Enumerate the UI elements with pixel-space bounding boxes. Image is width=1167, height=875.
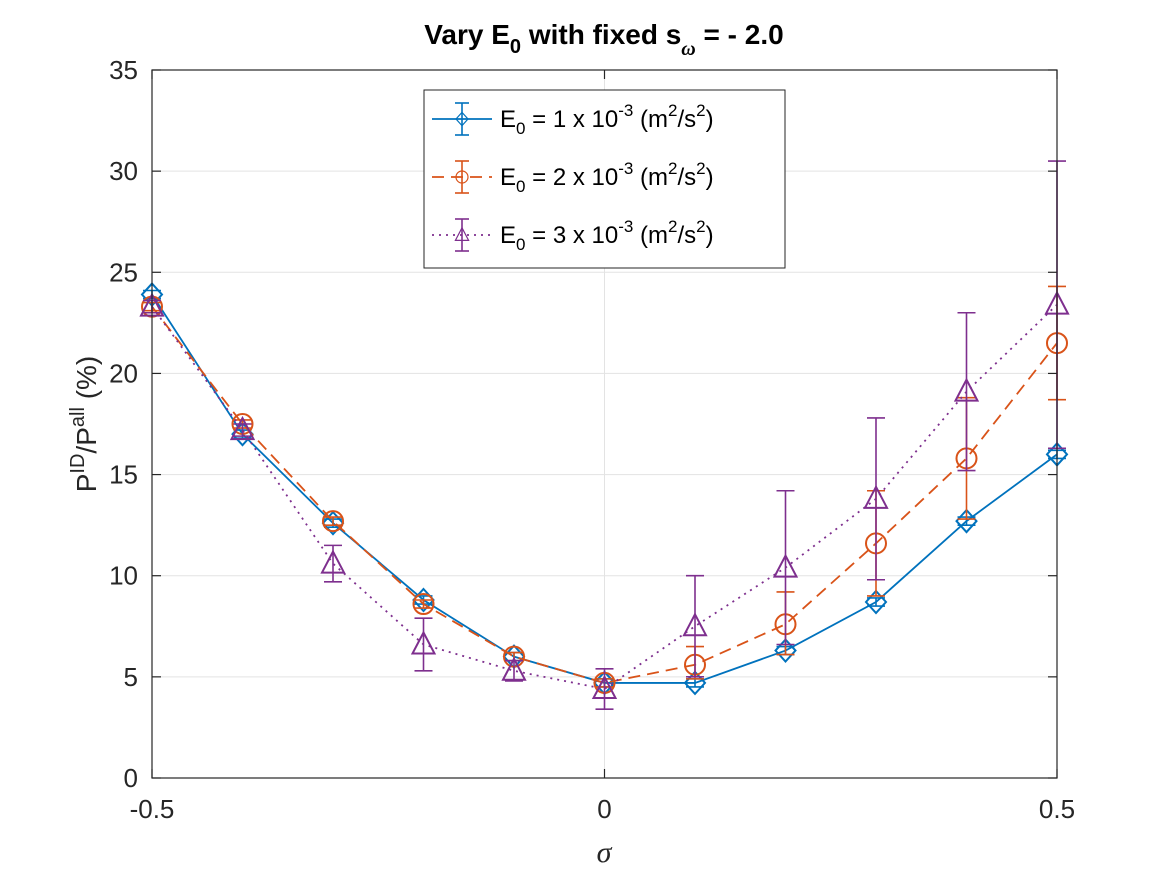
y-tick-label: 30 <box>109 156 138 186</box>
legend-entries <box>432 102 492 252</box>
y-tick-label: 0 <box>124 763 138 793</box>
data-point <box>682 612 708 637</box>
data-point <box>863 484 889 509</box>
legend-entry-1-text: E0 = 1 x 10-3 (m2/s2) <box>500 101 714 138</box>
data-point <box>953 377 980 402</box>
data-point <box>774 638 797 664</box>
data-point <box>591 674 618 699</box>
data-point <box>321 510 345 536</box>
y-tick-label: 35 <box>109 55 138 85</box>
legend: E0 = 1 x 10-3 (m2/s2) E0 = 2 x 10-3 (m2/… <box>423 89 786 269</box>
legend-marker-1 <box>455 111 469 127</box>
data-point <box>501 656 527 681</box>
y-tick-label: 5 <box>124 662 138 692</box>
series-2-line <box>151 306 1058 684</box>
data-point <box>410 630 437 655</box>
y-axis-label: PID/Pall (%) <box>67 356 102 493</box>
data-point <box>955 508 978 534</box>
x-tick-label: 0.5 <box>1039 794 1075 824</box>
legend-entry-3-text: E0 = 3 x 10-3 (m2/s2) <box>500 217 714 254</box>
x-tick-label: 0 <box>597 794 611 824</box>
legend-entry-2-text: E0 = 2 x 10-3 (m2/s2) <box>500 159 714 196</box>
chart-title: Vary E0 with fixed sω = - 2.0 <box>424 19 783 60</box>
data-point <box>229 415 256 441</box>
y-tick-label: 20 <box>109 358 138 388</box>
series-3-line <box>151 304 1058 690</box>
data-point <box>864 589 888 615</box>
data-point <box>772 553 799 578</box>
data-point <box>320 549 346 574</box>
data-point <box>322 510 344 533</box>
series-3 <box>139 160 1070 711</box>
x-tick-label: -0.5 <box>130 794 175 824</box>
data-point <box>412 593 435 616</box>
legend-marker-2 <box>455 170 469 184</box>
series-layer <box>139 160 1070 711</box>
y-tick-label: 10 <box>109 561 138 591</box>
y-tick-label: 15 <box>109 460 138 490</box>
legend-marker-3 <box>454 226 470 242</box>
y-tick-label: 25 <box>109 257 138 287</box>
x-axis-label: σ <box>597 836 613 869</box>
